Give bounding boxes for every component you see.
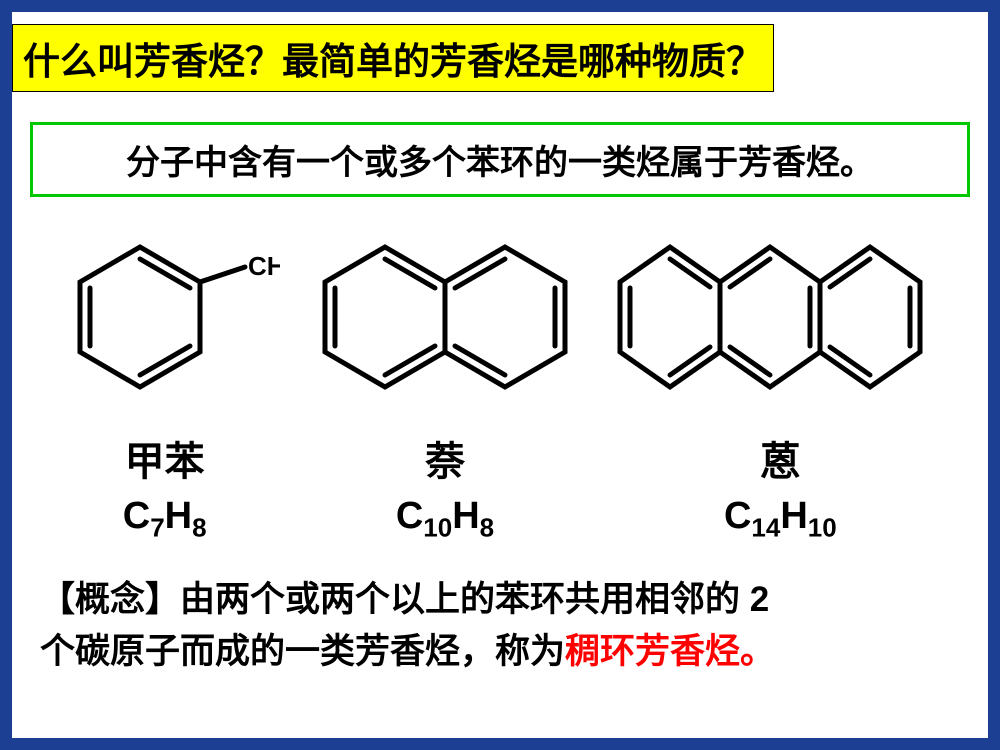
anthracene-structure: [610, 227, 950, 417]
molecule-toluene: CH3 甲苯 C7H8: [50, 227, 280, 544]
concept-prefix: 【概念】由两个或两个以上的苯环共用相邻的: [40, 580, 740, 619]
molecules-row: CH3 甲苯 C7H8 萘 C10H8: [32, 227, 968, 544]
concept-number: 2: [750, 580, 769, 619]
concept-middle: 个碳原子而成的一类芳香烃，称为: [40, 632, 565, 671]
concept-text: 【概念】由两个或两个以上的苯环共用相邻的 2 个碳原子而成的一类芳香烃，称为稠环…: [40, 574, 960, 679]
molecule-naphthalene: 萘 C10H8: [315, 227, 575, 544]
toluene-structure: CH3: [50, 227, 280, 417]
naphthalene-formula: C10H8: [315, 495, 575, 544]
naphthalene-name: 萘: [315, 429, 575, 487]
concept-highlight: 稠环芳香烃。: [565, 632, 775, 671]
title-banner: 什么叫芳香烃？最简单的芳香烃是哪种物质？: [12, 24, 774, 92]
ch3-label: CH3: [248, 251, 280, 289]
toluene-formula: C7H8: [50, 495, 280, 544]
molecule-anthracene: 蒽 C14H10: [610, 227, 950, 544]
anthracene-formula: C14H10: [610, 495, 950, 544]
definition-box: 分子中含有一个或多个苯环的一类烃属于芳香烃。: [30, 122, 970, 197]
toluene-name: 甲苯: [50, 429, 280, 487]
anthracene-name: 蒽: [610, 429, 950, 487]
naphthalene-structure: [315, 227, 575, 417]
